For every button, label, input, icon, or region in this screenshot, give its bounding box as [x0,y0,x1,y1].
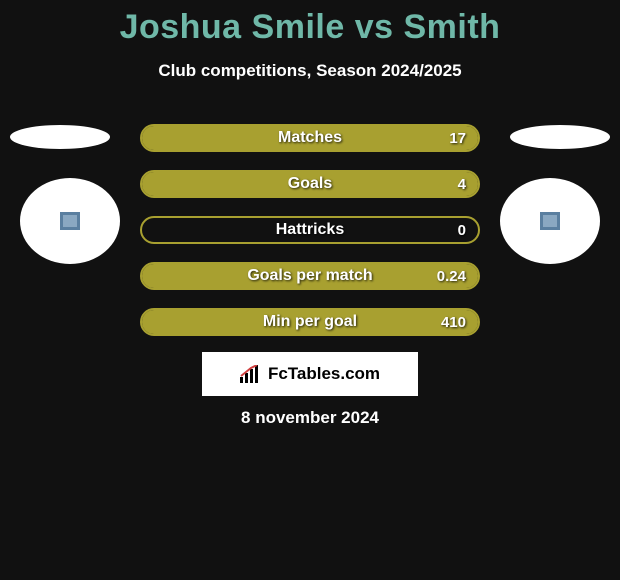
stat-fill [142,172,478,196]
stat-row-goals: Goals 4 [140,170,480,198]
placeholder-image-icon [60,212,80,230]
subtitle: Club competitions, Season 2024/2025 [0,61,620,81]
stats-panel: Matches 17 Goals 4 Hattricks 0 Goals per… [140,124,480,354]
brand-text: FcTables.com [268,364,380,384]
stat-fill [142,310,478,334]
stat-row-matches: Matches 17 [140,124,480,152]
stat-row-min-per-goal: Min per goal 410 [140,308,480,336]
stat-label: Hattricks [142,218,478,242]
brand-chart-icon [240,365,262,383]
stat-fill [142,126,478,150]
left-player-avatar [20,178,120,264]
right-player-disc [510,125,610,149]
stat-value: 0 [458,218,466,242]
right-player-avatar [500,178,600,264]
brand-badge: FcTables.com [202,352,418,396]
stat-row-hattricks: Hattricks 0 [140,216,480,244]
stat-fill [142,264,478,288]
stat-row-goals-per-match: Goals per match 0.24 [140,262,480,290]
page-title: Joshua Smile vs Smith [0,0,620,47]
left-player-disc [10,125,110,149]
placeholder-image-icon [540,212,560,230]
snapshot-date: 8 november 2024 [0,408,620,428]
